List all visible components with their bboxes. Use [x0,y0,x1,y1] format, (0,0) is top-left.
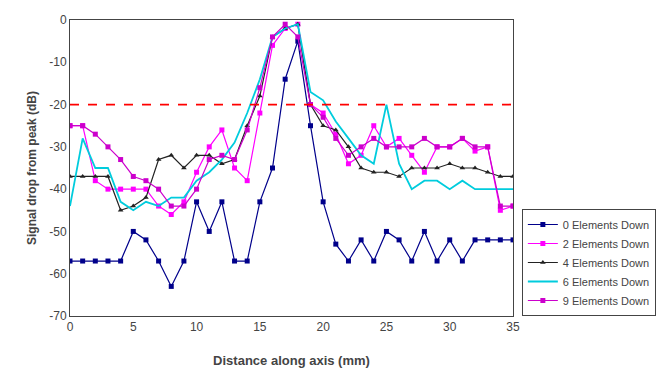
svg-text:-50: -50 [49,225,67,239]
svg-text:0 Elements Down: 0 Elements Down [563,219,649,231]
svg-text:2 Elements Down: 2 Elements Down [563,238,649,250]
svg-text:5: 5 [130,320,137,334]
svg-text:10: 10 [190,320,204,334]
svg-text:Distance along axis (mm): Distance along axis (mm) [213,353,370,368]
svg-text:4 Elements Down: 4 Elements Down [563,257,649,269]
svg-text:0: 0 [60,13,67,27]
svg-text:-10: -10 [49,55,67,69]
svg-text:0: 0 [67,320,74,334]
svg-text:-60: -60 [49,267,67,281]
svg-text:25: 25 [380,320,394,334]
svg-text:6 Elements Down: 6 Elements Down [563,276,649,288]
svg-text:20: 20 [316,320,330,334]
svg-text:9 Elements Down: 9 Elements Down [563,295,649,307]
svg-text:-20: -20 [49,98,67,112]
svg-text:35: 35 [506,320,520,334]
svg-text:15: 15 [253,320,267,334]
svg-text:-30: -30 [49,140,67,154]
svg-text:30: 30 [443,320,457,334]
svg-text:-70: -70 [49,309,67,323]
svg-text:Signal drop from peak (dB): Signal drop from peak (dB) [25,91,39,245]
svg-text:-40: -40 [49,182,67,196]
